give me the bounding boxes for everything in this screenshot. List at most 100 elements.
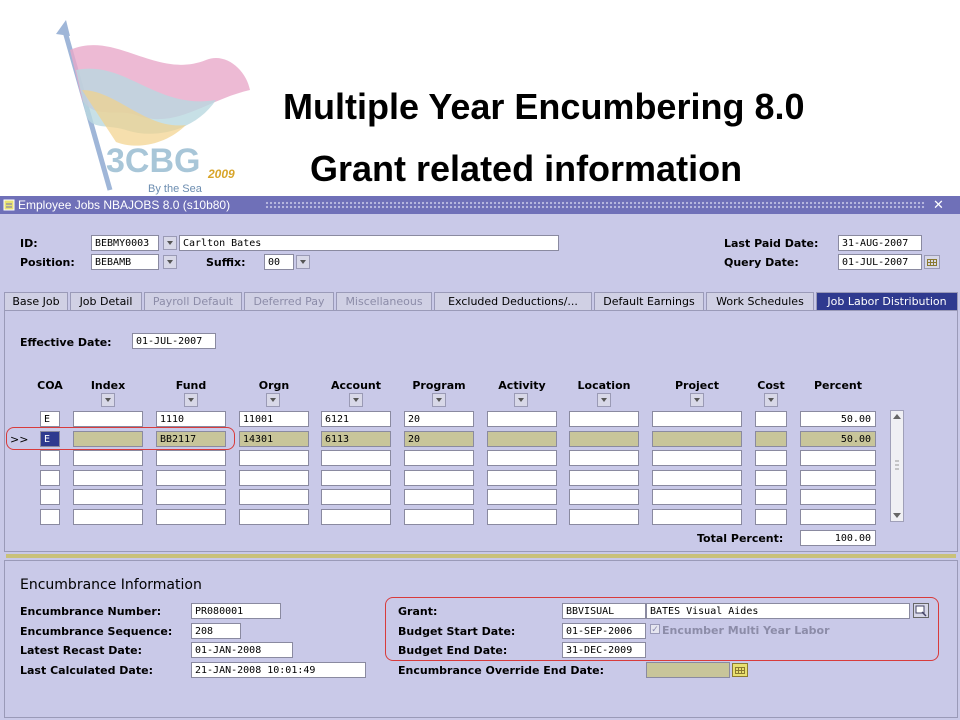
grid-cell-fund[interactable] <box>156 450 226 466</box>
grid-cell-orgn[interactable]: 14301 <box>239 431 309 447</box>
grid-cell-index[interactable] <box>73 431 143 447</box>
grid-cell-project[interactable] <box>652 450 742 466</box>
grid-cell-percent[interactable]: 50.00 <box>800 431 876 447</box>
grid-cell-index[interactable] <box>73 411 143 427</box>
grid-cell-coa[interactable] <box>40 450 60 466</box>
grid-cell-activity[interactable] <box>487 450 557 466</box>
multi-year-checkbox[interactable]: ✓ <box>650 624 660 634</box>
grid-cell-cost[interactable] <box>755 431 787 447</box>
grid-cell-account[interactable]: 6113 <box>321 431 391 447</box>
grid-cell-orgn[interactable] <box>239 509 309 525</box>
grid-cell-activity[interactable] <box>487 489 557 505</box>
conference-logo: 3CBG By the Sea 2009 <box>36 20 266 200</box>
grid-cell-cost[interactable] <box>755 470 787 486</box>
grid-cell-program[interactable]: 20 <box>404 431 474 447</box>
effective-date-field[interactable]: 01-JUL-2007 <box>132 333 216 349</box>
grid-cell-fund[interactable] <box>156 470 226 486</box>
grid-cell-percent[interactable] <box>800 450 876 466</box>
grid-cell-project[interactable] <box>652 509 742 525</box>
tab-job-labor-distribution[interactable]: Job Labor Distribution <box>816 292 958 310</box>
grid-cell-orgn[interactable] <box>239 450 309 466</box>
calendar-icon-override[interactable] <box>732 663 748 677</box>
program-lov-icon[interactable] <box>432 393 446 407</box>
grid-cell-location[interactable] <box>569 509 639 525</box>
grid-cell-orgn[interactable] <box>239 489 309 505</box>
grid-cell-project[interactable] <box>652 489 742 505</box>
grid-scrollbar[interactable] <box>890 410 904 522</box>
grid-cell-percent[interactable] <box>800 489 876 505</box>
project-lov-icon[interactable] <box>690 393 704 407</box>
grid-cell-location[interactable] <box>569 489 639 505</box>
grid-cell-cost[interactable] <box>755 411 787 427</box>
grid-cell-project[interactable] <box>652 431 742 447</box>
grid-cell-percent[interactable] <box>800 509 876 525</box>
grid-cell-fund[interactable] <box>156 509 226 525</box>
grid-cell-percent[interactable]: 50.00 <box>800 411 876 427</box>
grid-cell-location[interactable] <box>569 431 639 447</box>
suffix-search-icon[interactable] <box>296 255 310 269</box>
grid-cell-orgn[interactable]: 11001 <box>239 411 309 427</box>
calendar-icon[interactable] <box>924 255 940 269</box>
grid-cell-program[interactable]: 20 <box>404 411 474 427</box>
grid-cell-fund[interactable] <box>156 489 226 505</box>
grid-cell-index[interactable] <box>73 489 143 505</box>
grid-cell-location[interactable] <box>569 450 639 466</box>
override-end-date-field[interactable] <box>646 662 730 678</box>
grid-cell-index[interactable] <box>73 509 143 525</box>
grid-cell-cost[interactable] <box>755 450 787 466</box>
grid-cell-program[interactable] <box>404 509 474 525</box>
grid-cell-percent[interactable] <box>800 470 876 486</box>
grant-detail-icon[interactable] <box>913 603 929 618</box>
grid-cell-cost[interactable] <box>755 489 787 505</box>
index-lov-icon[interactable] <box>101 393 115 407</box>
query-date-field[interactable]: 01-JUL-2007 <box>838 254 922 270</box>
tab-base-job[interactable]: Base Job <box>4 292 68 310</box>
position-search-icon[interactable] <box>163 255 177 269</box>
grid-cell-project[interactable] <box>652 411 742 427</box>
grid-cell-coa[interactable]: E <box>40 411 60 427</box>
fund-lov-icon[interactable] <box>184 393 198 407</box>
tab-default-earnings[interactable]: Default Earnings <box>594 292 704 310</box>
grid-cell-activity[interactable] <box>487 411 557 427</box>
activity-lov-icon[interactable] <box>514 393 528 407</box>
grid-cell-location[interactable] <box>569 411 639 427</box>
grid-cell-fund[interactable]: BB2117 <box>156 431 226 447</box>
grid-cell-coa[interactable] <box>40 470 60 486</box>
grid-cell-account[interactable] <box>321 509 391 525</box>
tab-job-detail[interactable]: Job Detail <box>70 292 142 310</box>
grid-cell-activity[interactable] <box>487 470 557 486</box>
grid-cell-cost[interactable] <box>755 509 787 525</box>
grid-cell-account[interactable]: 6121 <box>321 411 391 427</box>
grid-cell-account[interactable] <box>321 450 391 466</box>
id-search-icon[interactable] <box>163 236 177 250</box>
tab-excluded-deductions[interactable]: Excluded Deductions/... <box>434 292 592 310</box>
close-icon[interactable]: ✕ <box>933 197 944 212</box>
grid-cell-orgn[interactable] <box>239 470 309 486</box>
grid-cell-activity[interactable] <box>487 509 557 525</box>
grid-cell-program[interactable] <box>404 489 474 505</box>
position-field[interactable]: BEBAMB <box>91 254 159 270</box>
grid-cell-index[interactable] <box>73 450 143 466</box>
grid-cell-index[interactable] <box>73 470 143 486</box>
cost-lov-icon[interactable] <box>764 393 778 407</box>
id-field[interactable]: BEBMY0003 <box>91 235 159 251</box>
account-lov-icon[interactable] <box>349 393 363 407</box>
grid-cell-program[interactable] <box>404 470 474 486</box>
tab-work-schedules[interactable]: Work Schedules <box>706 292 814 310</box>
grid-cell-account[interactable] <box>321 470 391 486</box>
orgn-lov-icon[interactable] <box>266 393 280 407</box>
grid-cell-activity[interactable] <box>487 431 557 447</box>
tab-miscellaneous[interactable]: Miscellaneous <box>336 292 432 310</box>
tab-payroll-default[interactable]: Payroll Default <box>144 292 242 310</box>
suffix-field[interactable]: 00 <box>264 254 294 270</box>
grid-cell-coa[interactable]: E <box>40 431 60 447</box>
grid-cell-location[interactable] <box>569 470 639 486</box>
tab-deferred-pay[interactable]: Deferred Pay <box>244 292 334 310</box>
grid-cell-project[interactable] <box>652 470 742 486</box>
grid-cell-account[interactable] <box>321 489 391 505</box>
grid-cell-coa[interactable] <box>40 509 60 525</box>
grid-cell-coa[interactable] <box>40 489 60 505</box>
grid-cell-fund[interactable]: 1110 <box>156 411 226 427</box>
location-lov-icon[interactable] <box>597 393 611 407</box>
grid-cell-program[interactable] <box>404 450 474 466</box>
